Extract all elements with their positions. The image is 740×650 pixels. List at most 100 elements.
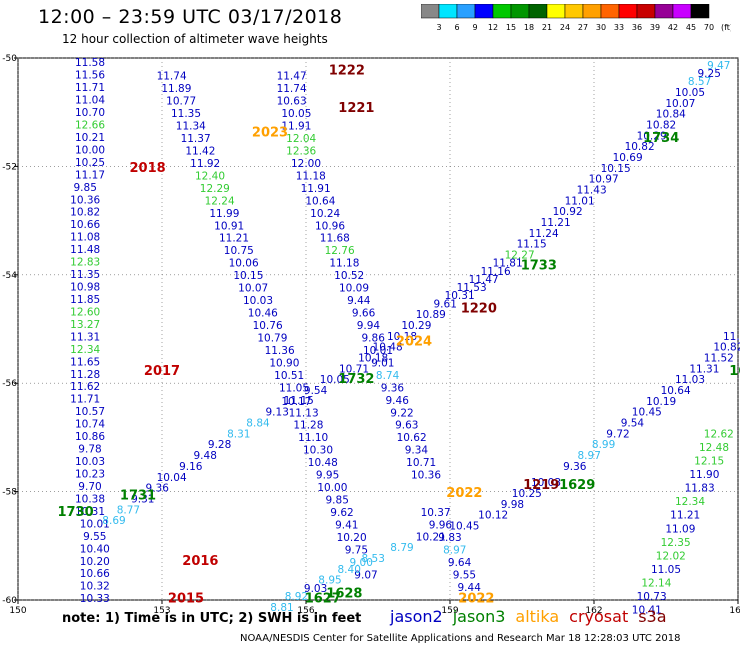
colorbar-label: (ft) xyxy=(721,23,731,32)
swh-value: 11.18 xyxy=(329,258,359,270)
swh-value: 10.45 xyxy=(632,407,662,419)
swh-value: 10.89 xyxy=(416,309,446,321)
swh-value: 10.82 xyxy=(70,207,100,219)
pass-label: 1629 xyxy=(559,478,595,493)
swh-value: 11.28 xyxy=(293,420,323,432)
swh-value: 12.36 xyxy=(286,145,316,157)
swh-value: 9.01 xyxy=(371,357,394,369)
legend-item-jason2: jason2 xyxy=(390,607,443,626)
pass-label: 1628 xyxy=(326,586,362,601)
swh-value: 10.07 xyxy=(665,98,695,110)
swh-value: 10.18 xyxy=(358,353,388,365)
colorbar-label: 18 xyxy=(524,23,534,32)
swh-value: 9.96 xyxy=(429,519,453,531)
swh-value: 10.20 xyxy=(337,532,367,544)
tick-label-lat: -50 xyxy=(2,54,17,64)
pass-label: 1219 xyxy=(523,478,559,493)
swh-value: 10.82 xyxy=(646,119,676,131)
swh-value: 8.81 xyxy=(270,602,293,614)
swh-value: 8.74 xyxy=(376,370,400,382)
swh-value: 9.44 xyxy=(347,295,371,307)
swh-value: 10.05 xyxy=(675,87,705,99)
swh-value: 11.18 xyxy=(296,170,326,182)
swh-value: 11.68 xyxy=(320,233,350,245)
swh-value: 10.21 xyxy=(75,132,105,144)
swh-value: 11.47 xyxy=(277,71,307,83)
swh-value: 10.23 xyxy=(75,469,105,481)
swh-value: 11.65 xyxy=(70,356,100,368)
swh-value: 10.07 xyxy=(238,283,268,295)
swh-value: 9.46 xyxy=(386,395,410,407)
pass-label: 2017 xyxy=(144,364,180,379)
swh-value: 11.05 xyxy=(279,382,309,394)
swh-value: 10.31 xyxy=(445,290,475,302)
swh-value: 9.44 xyxy=(458,582,482,594)
swh-value: 12.14 xyxy=(641,577,671,589)
swh-value: 9.25 xyxy=(698,68,721,80)
pass-label: 2022 xyxy=(458,592,494,607)
swh-value: 10.30 xyxy=(303,445,333,457)
colorbar-label: 12 xyxy=(488,23,498,32)
swh-value: 10.03 xyxy=(243,295,273,307)
swh-value: 11.81 xyxy=(493,258,523,270)
swh-value: 11.58 xyxy=(75,57,105,69)
swh-value: 10.25 xyxy=(75,157,105,169)
swh-value: 9.83 xyxy=(438,532,461,544)
swh-value: 9.41 xyxy=(335,519,358,531)
swh-value: 11.04 xyxy=(75,95,105,107)
swh-value: 11.10 xyxy=(298,432,328,444)
legend-item-cryosat: cryosat xyxy=(569,607,629,626)
colorbar-label: 33 xyxy=(614,23,624,32)
swh-value: 11.52 xyxy=(704,353,734,365)
swh-value: 8.84 xyxy=(246,418,270,430)
swh-value: 11.13 xyxy=(289,407,319,419)
swh-value: 11.36 xyxy=(265,345,295,357)
swh-value: 10.64 xyxy=(305,195,335,207)
swh-value: 9.07 xyxy=(354,569,377,581)
swh-value: 10.15 xyxy=(601,163,631,175)
swh-value: 11.47 xyxy=(469,274,499,286)
pass-label: 2018 xyxy=(130,161,166,176)
swh-value: 9.98 xyxy=(501,499,524,511)
swh-value: 8.57 xyxy=(688,76,711,88)
pass-label: 1734 xyxy=(643,131,679,146)
swh-value: 9.75 xyxy=(345,544,368,556)
pass-label: 1221 xyxy=(338,101,374,116)
pass-label: 2023 xyxy=(252,126,288,141)
swh-value: 13.27 xyxy=(70,319,100,331)
pass-label: 2024 xyxy=(396,334,432,349)
swh-value: 10.25 xyxy=(512,488,542,500)
pass-label: 1627 xyxy=(305,592,341,607)
swh-value: 10.32 xyxy=(80,581,110,593)
pass-label: 1731 xyxy=(120,489,156,504)
swh-value: 9.63 xyxy=(395,420,418,432)
swh-value: 10.96 xyxy=(315,220,345,232)
swh-value: 10.12 xyxy=(478,510,508,522)
footer-credit: NOAA/NESDIS Center for Satellite Applica… xyxy=(240,633,681,644)
tick-label-lat: -60 xyxy=(2,596,17,606)
swh-value: 12.00 xyxy=(291,158,321,170)
swh-value: 10.71 xyxy=(339,363,369,375)
swh-value: 8.95 xyxy=(318,575,341,587)
swh-value: 11.83 xyxy=(685,483,715,495)
pass-label: 1733 xyxy=(521,258,557,273)
swh-value: 9.36 xyxy=(381,382,405,394)
swh-value: 9.03 xyxy=(304,583,327,595)
swh-value: 11.21 xyxy=(670,510,700,522)
swh-value: 12.66 xyxy=(75,119,105,131)
swh-value: 10.05 xyxy=(320,374,350,386)
swh-value: 8.69 xyxy=(102,515,125,527)
swh-value: 11.53 xyxy=(457,282,487,294)
swh-value: 10.05 xyxy=(281,108,311,120)
swh-value: 10.97 xyxy=(589,174,619,186)
swh-value: 10.66 xyxy=(70,219,100,231)
swh-value: 9.64 xyxy=(448,557,472,569)
swh-value: 10.64 xyxy=(661,385,691,397)
swh-value: 9.36 xyxy=(563,461,587,473)
swh-value: 12.29 xyxy=(200,183,230,195)
swh-value: 10.40 xyxy=(80,543,110,555)
swh-value: 10.19 xyxy=(646,396,676,408)
swh-value: 8.53 xyxy=(362,553,385,565)
pass-label: 2022 xyxy=(446,486,482,501)
